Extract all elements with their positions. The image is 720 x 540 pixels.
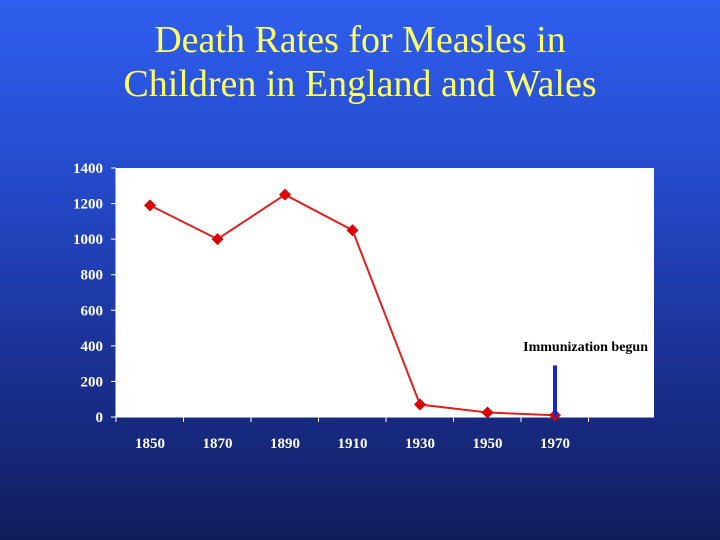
data-point [346,224,359,237]
plot-area [116,168,654,417]
title-line-1: Death Rates for Measles in [154,19,566,61]
x-tick-label: 1970 [540,436,570,452]
data-point [211,233,224,246]
x-tick-label: 1890 [270,436,300,452]
y-tick-label: 200 [81,374,104,390]
y-tick-label: 600 [81,303,104,319]
y-tick-label: 800 [81,268,104,284]
y-tick-label: 400 [81,339,104,355]
y-tick-label: 1000 [73,232,103,248]
y-tick-label: 1400 [73,161,103,177]
data-point [144,199,156,212]
x-tick-label: 1850 [135,436,165,452]
y-tick-label: 1200 [73,197,103,213]
data-point [414,398,426,411]
x-tick-label: 1950 [473,436,503,452]
title-line-2: Children in England and Wales [123,63,597,105]
x-tick-label: 1870 [203,436,233,452]
annotation-marker-bar [553,365,557,417]
x-axis: 1850 1870 1890 1910 1930 1950 1970 [115,416,654,452]
slide-title: Death Rates for Measles in Children in E… [0,18,720,106]
y-tick-label: 0 [96,410,104,426]
annotation: Immunization begun [523,340,648,417]
annotation-text: Immunization begun [523,340,648,355]
series-death-rate [144,188,561,422]
x-tick-label: 1930 [405,436,435,452]
data-point [279,188,291,201]
data-point [481,406,494,419]
y-axis: 0 200 400 600 800 1000 1200 1400 [73,161,117,426]
x-tick-label: 1910 [338,436,368,452]
